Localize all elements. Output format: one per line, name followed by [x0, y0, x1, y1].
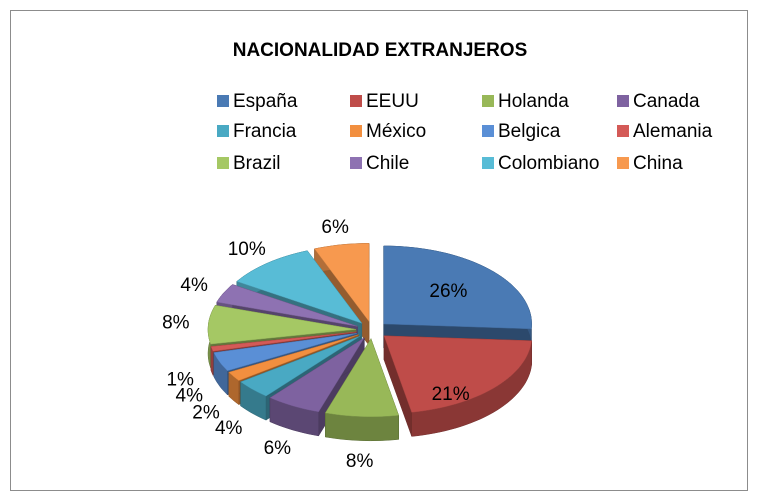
slice [324, 338, 400, 418]
legend-swatch [217, 157, 229, 169]
data-label: 1% [166, 370, 194, 391]
chart-title: NACIONALIDAD EXTRANJEROS [233, 40, 528, 61]
legend-label: Holanda [498, 91, 569, 112]
legend-swatch [617, 157, 629, 169]
data-label: 4% [176, 385, 204, 406]
legend-swatch [217, 125, 229, 137]
legend-label: EEUU [366, 91, 419, 112]
legend-label: Canada [633, 91, 700, 112]
slice [207, 305, 357, 345]
legend-label: Colombiano [498, 153, 599, 174]
legend-label: España [233, 91, 298, 112]
slice [240, 335, 361, 397]
data-label: 26% [429, 281, 467, 302]
slice-wall [325, 412, 399, 442]
data-label: 10% [228, 239, 266, 260]
data-label: 6% [264, 438, 292, 459]
legend-swatch [617, 95, 629, 107]
data-label: 4% [215, 418, 243, 439]
legend-swatch [482, 95, 494, 107]
legend-label: México [366, 121, 426, 142]
legend-label: China [633, 153, 683, 174]
data-label: 21% [432, 384, 470, 405]
slice [213, 332, 358, 372]
data-label: 6% [321, 217, 349, 238]
legend-swatch [350, 95, 362, 107]
legend-label: Alemania [633, 121, 713, 142]
legend-swatch [350, 125, 362, 137]
legend-swatch [350, 157, 362, 169]
data-label: 2% [192, 403, 220, 424]
slice [383, 335, 532, 413]
data-label: 8% [162, 312, 190, 333]
data-label: 8% [346, 451, 374, 472]
legend-label: Brazil [233, 153, 281, 174]
slice [314, 243, 370, 323]
legend-swatch [617, 125, 629, 137]
data-label: 4% [180, 275, 208, 296]
slice [236, 250, 363, 324]
legend-label: Francia [233, 121, 297, 142]
legend-label: Belgica [498, 121, 561, 142]
legend-swatch [217, 95, 229, 107]
legend-label: Chile [366, 153, 409, 174]
slice [269, 337, 365, 413]
slice [383, 245, 532, 330]
slice [216, 284, 358, 327]
slice [228, 334, 359, 381]
legend-swatch [482, 157, 494, 169]
legend-swatch [482, 125, 494, 137]
slice [210, 331, 357, 352]
